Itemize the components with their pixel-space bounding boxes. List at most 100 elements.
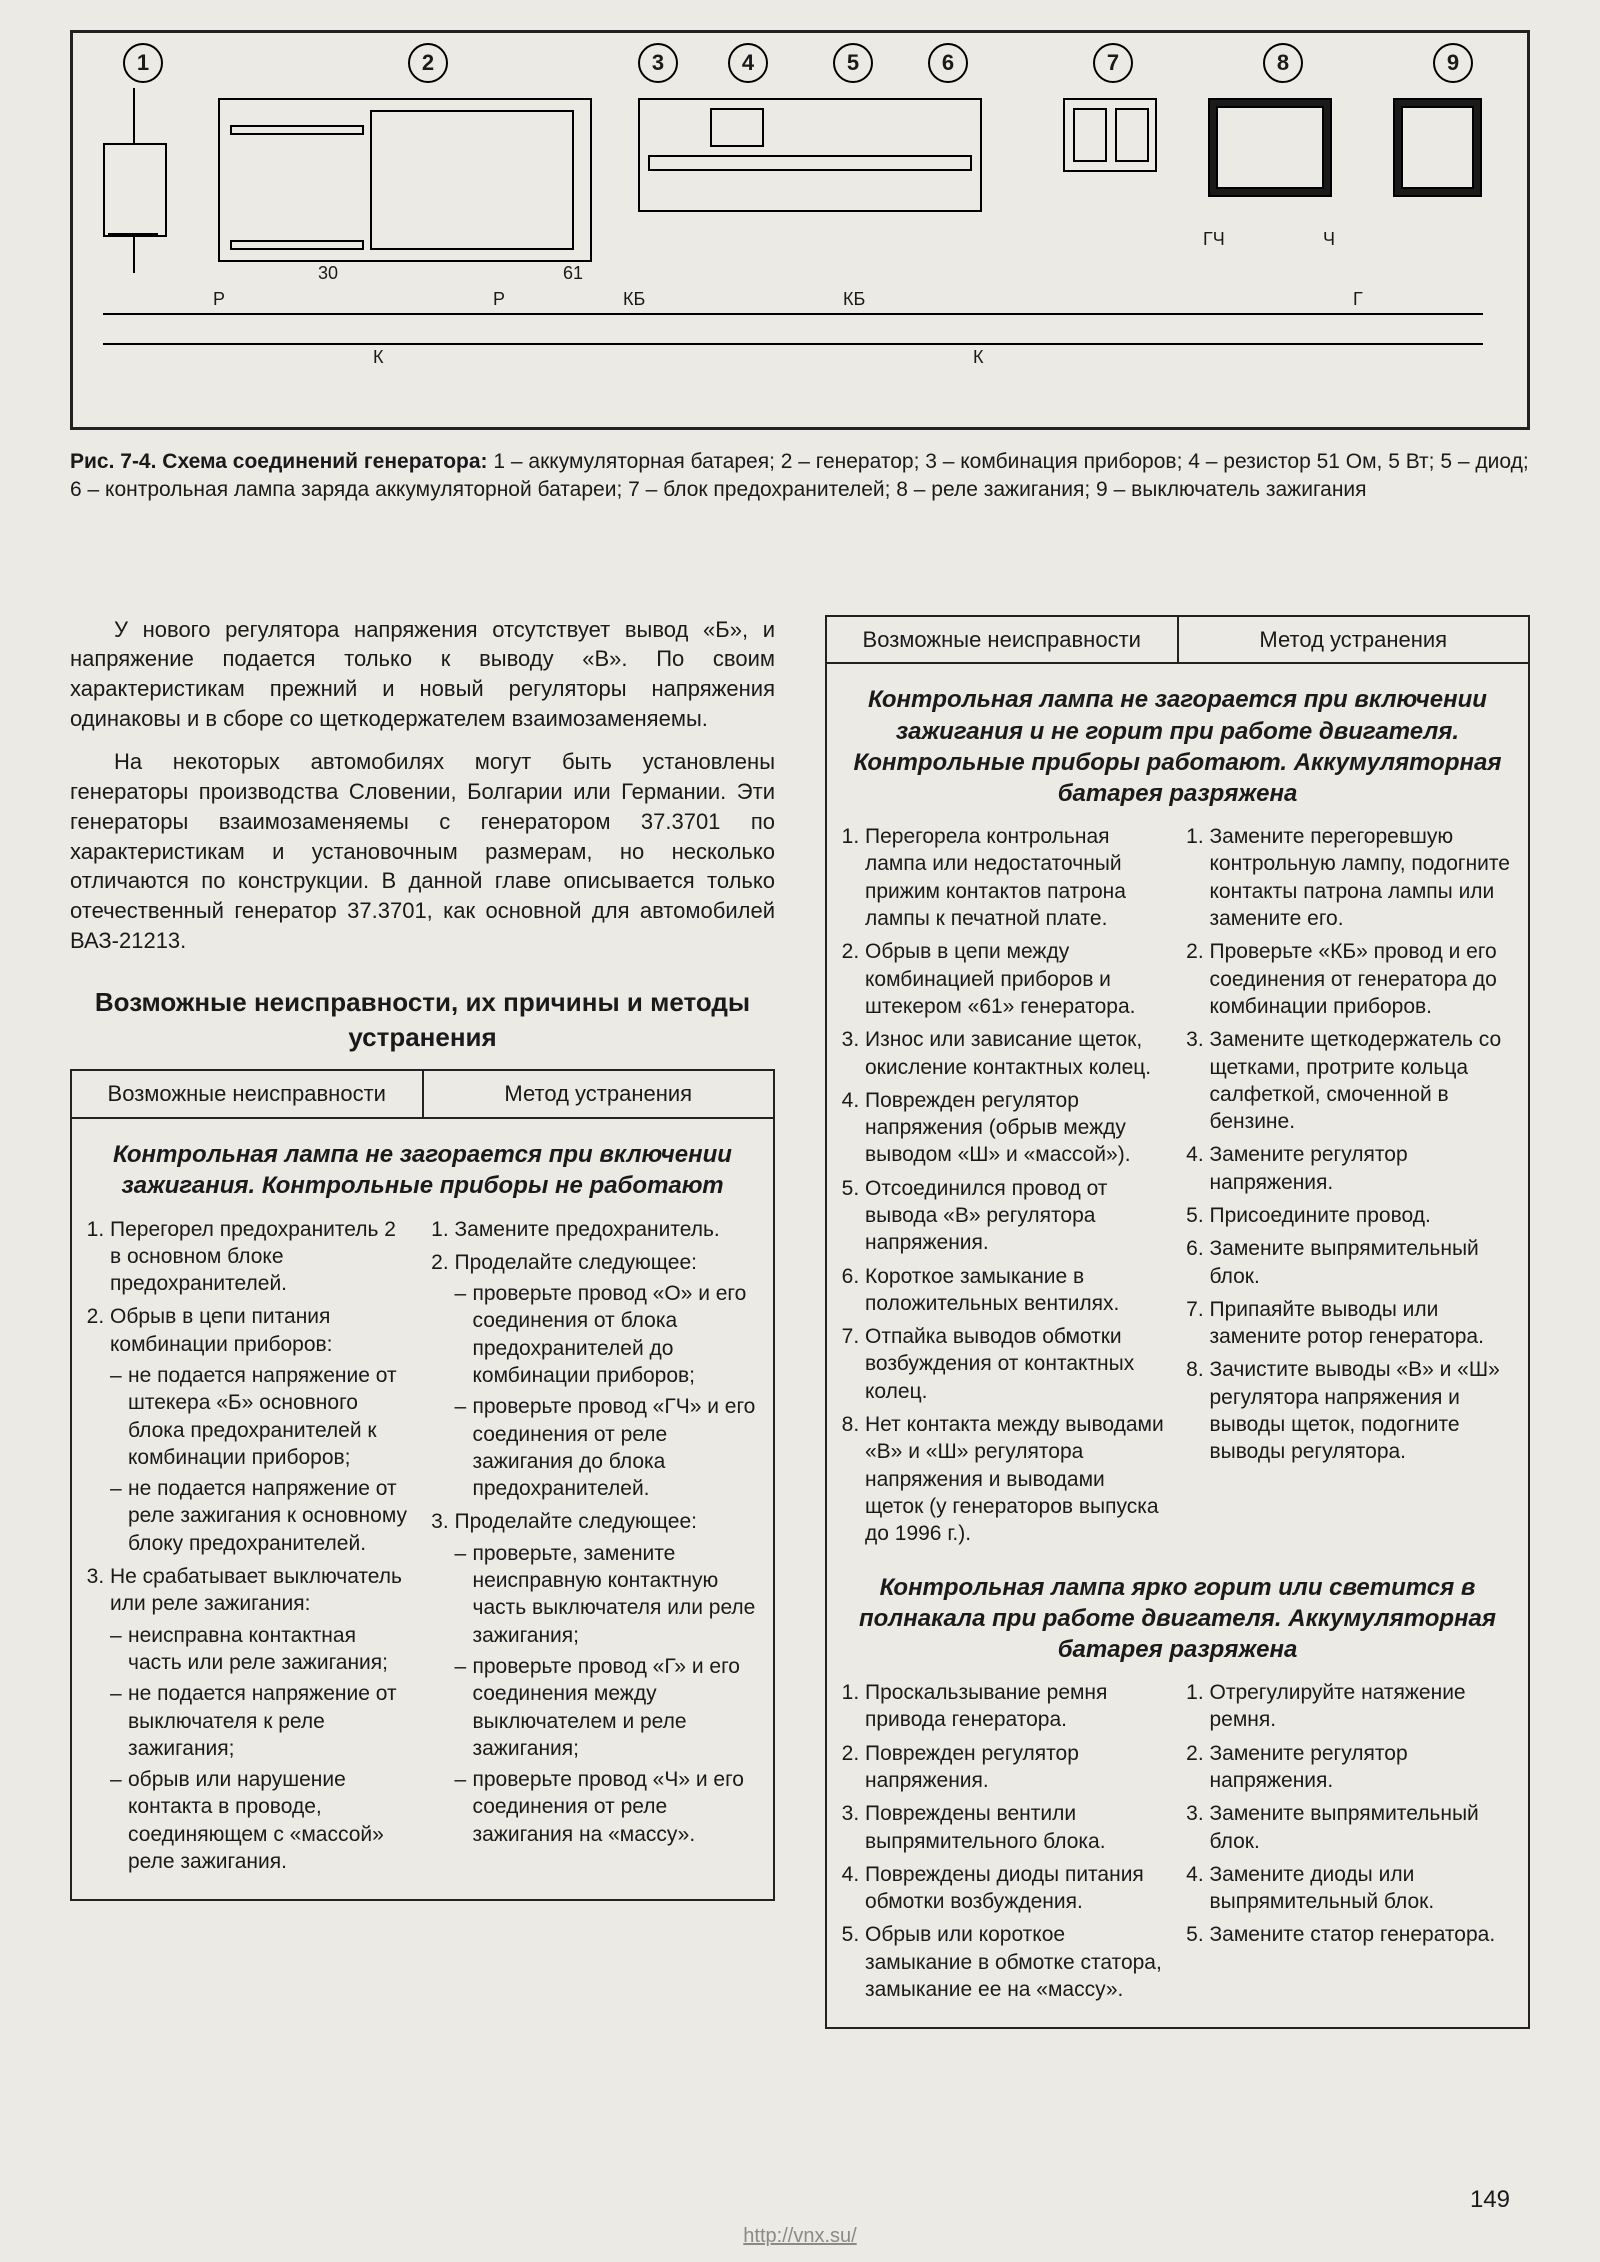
- list-item: не подается напряжение от реле зажигания…: [110, 1475, 413, 1557]
- component-generator: [218, 98, 592, 262]
- table-header-cell: Возможные неисправности: [827, 617, 1179, 663]
- list-item: Замените предохранитель.: [455, 1216, 758, 1243]
- wire-label: Р: [493, 289, 505, 310]
- list-item: Поврежден регулятор напряжения (обрыв ме…: [865, 1087, 1168, 1169]
- diagram-label-4: 4: [728, 43, 768, 83]
- list-item: Отпайка выводов обмотки возбуждения от к…: [865, 1323, 1168, 1405]
- fault-fix-col: Замените предохранитель. Проделайте след…: [433, 1216, 758, 1882]
- diagram-label-7: 7: [1093, 43, 1133, 83]
- right-column: Возможные неисправности Метод устранения…: [825, 615, 1530, 2030]
- section-heading: Возможные неисправности, их причины и ме…: [70, 985, 775, 1055]
- list-item: Износ или зависание щеток, окисление кон…: [865, 1026, 1168, 1081]
- list-item: Повреждены вентили выпрямительного блока…: [865, 1800, 1168, 1855]
- component-battery: [103, 143, 167, 237]
- fault-columns: Перегорел предохранитель 2 в основном бл…: [88, 1216, 757, 1882]
- fault-cause-col: Проскальзывание ремня привода генератора…: [843, 1679, 1168, 2009]
- list-text: Проделайте следующее:: [455, 1251, 698, 1274]
- list-item: Поврежден регулятор напряжения.: [865, 1740, 1168, 1795]
- component-instrument-cluster: [638, 98, 982, 212]
- fault-fix-col: Отрегулируйте натяжение ремня. Замените …: [1188, 1679, 1513, 2009]
- list-item: Обрыв или короткое замыкание в обмотке с…: [865, 1921, 1168, 2003]
- figure-caption: Рис. 7-4. Схема соединений генератора: 1…: [70, 448, 1530, 505]
- wire-label: КБ: [843, 289, 865, 310]
- pin-label: 30: [318, 263, 338, 284]
- diagram-label-5: 5: [833, 43, 873, 83]
- list-item: не подается напряжение от выключателя к …: [110, 1680, 413, 1762]
- list-item: Проверьте «КБ» провод и его соединения о…: [1210, 938, 1513, 1020]
- pin-label: 61: [563, 263, 583, 284]
- list-item: Проделайте следующее: проверьте, заменит…: [455, 1508, 758, 1848]
- list-item: Проделайте следующее: проверьте провод «…: [455, 1249, 758, 1503]
- list-item: Припаяйте выводы или замените ротор гене…: [1210, 1296, 1513, 1351]
- wire-p: [103, 313, 1483, 315]
- fault-columns: Перегорела контрольная лампа или недоста…: [843, 823, 1512, 1553]
- list-item: Замените выпрямительный блок.: [1210, 1800, 1513, 1855]
- diagram-label-1: 1: [123, 43, 163, 83]
- list-item: Замените перегоревшую контрольную лампу,…: [1210, 823, 1513, 932]
- page: 1 2 3 4 5 6 7 8 9: [0, 0, 1600, 2262]
- fault-group-title: Контрольная лампа не загорается при вклю…: [843, 684, 1512, 809]
- list-item: проверьте провод «О» и его соединения от…: [455, 1280, 758, 1389]
- list-item: Короткое замыкание в положительных венти…: [865, 1263, 1168, 1318]
- list-item: Отрегулируйте натяжение ремня.: [1210, 1679, 1513, 1734]
- diagram-label-8: 8: [1263, 43, 1303, 83]
- watermark-url: http://vnx.su/: [0, 2225, 1600, 2248]
- wiring-diagram: 1 2 3 4 5 6 7 8 9: [70, 30, 1530, 430]
- fault-cause-col: Перегорела контрольная лампа или недоста…: [843, 823, 1168, 1553]
- table-header-cell: Метод устранения: [424, 1071, 774, 1117]
- component-ignition-switch: [1393, 98, 1482, 197]
- fault-cause-col: Перегорел предохранитель 2 в основном бл…: [88, 1216, 413, 1882]
- fault-columns: Проскальзывание ремня привода генератора…: [843, 1679, 1512, 2009]
- list-item: Замените регулятор напряжения.: [1210, 1141, 1513, 1196]
- list-item: Повреждены диоды питания обмотки возбужд…: [865, 1861, 1168, 1916]
- table-body: Контрольная лампа не загорается при вклю…: [70, 1119, 775, 1901]
- list-item: Нет контакта между выводами «В» и «Ш» ре…: [865, 1411, 1168, 1547]
- page-number: 149: [1470, 2186, 1510, 2214]
- list-text: Обрыв в цепи питания комбинации приборов…: [110, 1305, 333, 1355]
- diagram-label-6: 6: [928, 43, 968, 83]
- list-item: Перегорела контрольная лампа или недоста…: [865, 823, 1168, 932]
- component-fuse-block: [1063, 98, 1157, 172]
- list-text: Не срабатывает выключатель или реле зажи…: [110, 1565, 402, 1615]
- diagram-label-3: 3: [638, 43, 678, 83]
- wire-label: Ч: [1323, 229, 1335, 250]
- wire-label: КБ: [623, 289, 645, 310]
- list-item: Замените диоды или выпрямительный блок.: [1210, 1861, 1513, 1916]
- diagram-label-2: 2: [408, 43, 448, 83]
- list-item: Присоедините провод.: [1210, 1202, 1513, 1229]
- list-item: Проскальзывание ремня привода генератора…: [865, 1679, 1168, 1734]
- left-column: У нового регулятора напряжения отсутству…: [70, 615, 775, 2030]
- table-header-cell: Метод устранения: [1179, 617, 1529, 663]
- wire-label: ГЧ: [1203, 229, 1225, 250]
- list-text: Проделайте следующее:: [455, 1510, 698, 1533]
- fault-group-title: Контрольная лампа ярко горит или светитс…: [843, 1572, 1512, 1666]
- figure-caption-label: Рис. 7-4. Схема соединений генератора:: [70, 450, 488, 473]
- content-columns: У нового регулятора напряжения отсутству…: [70, 615, 1530, 2030]
- component-ignition-relay: [1208, 98, 1332, 197]
- body-para: У нового регулятора напряжения отсутству…: [70, 615, 775, 734]
- wire-label: Р: [213, 289, 225, 310]
- wire-label: К: [973, 347, 984, 368]
- wire-k: [103, 343, 1483, 345]
- table-header: Возможные неисправности Метод устранения: [70, 1069, 775, 1119]
- list-item: Обрыв в цепи питания комбинации приборов…: [110, 1303, 413, 1557]
- list-item: Перегорел предохранитель 2 в основном бл…: [110, 1216, 413, 1298]
- list-item: Замените выпрямительный блок.: [1210, 1235, 1513, 1290]
- fault-fix-col: Замените перегоревшую контрольную лампу,…: [1188, 823, 1513, 1553]
- wire-label: К: [373, 347, 384, 368]
- list-item: проверьте, замените неисправную контактн…: [455, 1540, 758, 1649]
- list-item: Замените регулятор напряжения.: [1210, 1740, 1513, 1795]
- fault-group-title: Контрольная лампа не загорается при вклю…: [88, 1139, 757, 1201]
- list-item: Обрыв в цепи между комбинацией приборов …: [865, 938, 1168, 1020]
- table-body: Контрольная лампа не загорается при вклю…: [825, 664, 1530, 2029]
- list-item: не подается напряжение от штекера «Б» ос…: [110, 1362, 413, 1471]
- list-item: Не срабатывает выключатель или реле зажи…: [110, 1563, 413, 1875]
- diagram-label-9: 9: [1433, 43, 1473, 83]
- list-item: Отсоединился провод от вывода «В» регуля…: [865, 1175, 1168, 1257]
- table-header: Возможные неисправности Метод устранения: [825, 615, 1530, 665]
- list-item: Зачистите выводы «В» и «Ш» регулятора на…: [1210, 1356, 1513, 1465]
- list-item: проверьте провод «Ч» и его соединения от…: [455, 1766, 758, 1848]
- table-header-cell: Возможные неисправности: [72, 1071, 424, 1117]
- list-item: Замените статор генератора.: [1210, 1921, 1513, 1948]
- wire-label: Г: [1353, 289, 1363, 310]
